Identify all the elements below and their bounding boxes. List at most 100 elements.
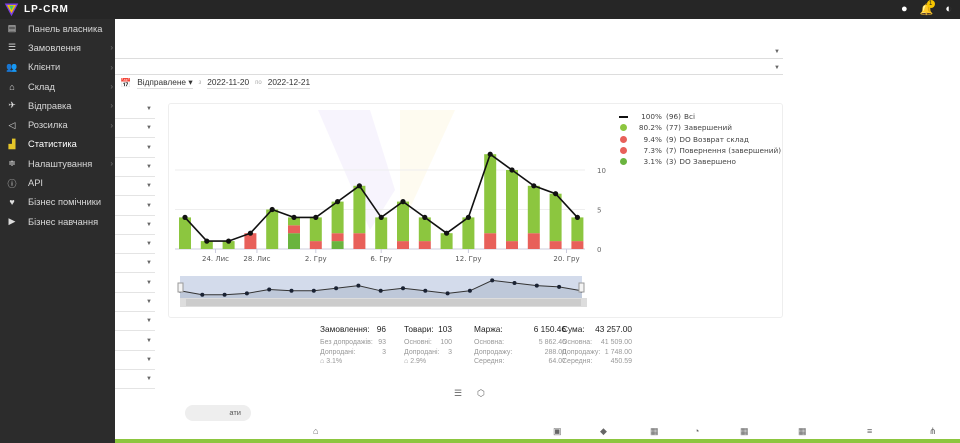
sidebar-item-3[interactable]: ⌂ Склад › [0,77,115,96]
filter-dropdown[interactable]: ▼ [115,120,155,139]
legend-item[interactable]: 80.2% (77) Завершений [617,122,781,133]
legend-item[interactable]: 3.1% (3) DO Завершено [617,156,781,167]
sidebar-item-1[interactable]: ☰ Замовлення › [0,38,115,57]
sliders-icon: ≑ [8,158,16,169]
legend-count: (96) [666,112,681,121]
chevron-down-icon: ▼ [146,163,152,170]
date-to-input[interactable]: 2022-12-21 [267,77,311,89]
total-point [291,214,297,220]
navigator-handle-left[interactable] [177,282,184,293]
filter-dropdown[interactable]: ▼ [115,217,155,235]
filter-dropdown[interactable]: ▼ [115,101,155,119]
stat-value: 96 [376,324,386,334]
user-icon[interactable]: ● [900,3,908,15]
navigator-handle-right[interactable] [578,282,585,293]
legend-count: (7) [666,145,677,155]
filter-dropdown[interactable]: ▼ [115,333,155,351]
bar-segment [331,201,344,234]
calendar-check-icon: ▦ [798,426,807,436]
table-header-row [115,439,960,443]
filter-dropdown[interactable]: ▼ [115,352,155,370]
y-tick-label: 5 [597,207,601,215]
filter-dropdown[interactable]: ▼ [115,198,155,216]
chevron-down-icon: ▼ [146,125,152,132]
x-tick-label: 6. Гру [370,255,392,263]
date-type-select[interactable]: Відправлене ▾ [137,77,193,89]
calendar-icon: ▦ [650,426,659,436]
sidebar-item-2[interactable]: 👥 Клієнти › [0,58,115,77]
navigator-point [490,278,495,283]
filter-dropdown[interactable]: ▼ [115,294,155,312]
filter-dropdown[interactable]: ▼ [115,371,155,390]
filter-select-1[interactable]: ▼ [115,45,783,59]
sidebar-item-4[interactable]: ✈ Відправка › [0,96,115,115]
sidebar-item-7[interactable]: ≑ Налаштування › [0,154,115,173]
chevron-down-icon: ▼ [146,260,152,267]
legend-name: DO Завершено [679,157,736,167]
bell-icon[interactable]: 🔔 1 [919,0,935,16]
logo[interactable]: LP-CRM [4,2,69,17]
from-label: з [198,80,202,86]
sidebar-item-label: Розсилка [28,120,68,131]
sidebar-item-label: Клієнти [28,62,61,73]
navigator-point [244,291,249,296]
filter-dropdown[interactable]: ▼ [115,255,155,274]
total-point [182,214,188,220]
sidebar: ▤ Панель власника ☰ Замовлення › 👥 Клієнти › ⌂ Ск… [0,19,115,443]
legend-name: Повернення (завершений) [679,145,782,155]
filter-dropdown[interactable]: ▼ [115,159,155,177]
stat-label: Основна: [474,339,505,346]
date-from-input[interactable]: 2022-11-20 [207,77,250,89]
sidebar-item-5[interactable]: ◁ Розсилка › [0,115,115,134]
box-icon[interactable]: ⬡ [477,388,485,398]
filter-dropdown[interactable]: ▼ [115,178,155,197]
x-tick-label: 2. Гру [305,255,327,263]
bar-segment [309,241,322,249]
dashboard-icon: ▤ [7,23,17,34]
bar-segment [549,193,562,242]
bar-segment [397,201,409,242]
stat-label: Допродані: [320,348,356,356]
stat-row-value: 3 [448,348,452,356]
chevron-right-icon: › [110,101,113,111]
profile-icon[interactable]: ◐ [945,3,952,15]
y-tick-label: 0 [597,246,601,254]
legend-count: (77) [666,123,681,133]
sidebar-item-0[interactable]: ▤ Панель власника [0,19,115,38]
total-point [422,214,428,220]
stat-label: Середня: [562,358,593,366]
legend-marker [617,115,629,118]
sidebar-item-9[interactable]: ♥ Бізнес помічники [0,193,115,212]
show-button[interactable]: ати [185,405,251,421]
filter-dropdown[interactable]: ▼ [115,236,155,255]
filter-dropdown[interactable]: ▼ [115,313,155,332]
filter-dropdown[interactable]: ▼ [115,140,155,158]
total-point [269,206,275,213]
legend-item[interactable]: 100% (96) Всі [617,111,781,122]
bar-segment [506,170,518,242]
stat-label: Основні: [404,339,432,346]
bar-segment [331,241,344,249]
sidebar-item-8[interactable]: ⓘ API [0,173,115,192]
legend-pct: 3.1% [643,157,662,167]
chart-legend: 100% (96) Всі 80.2% (77) Завершений 9.4% (9) DO … [617,111,781,167]
chevron-right-icon: › [110,43,113,53]
total-point [574,214,581,220]
filter-select-2[interactable]: ▼ [115,61,783,75]
filter-dropdown[interactable]: ▼ [115,275,155,293]
scrollbar-thumb[interactable] [186,299,581,306]
bar-segment [288,217,300,226]
chevron-down-icon: ▼ [146,183,152,190]
legend-count: (3) [666,157,677,167]
legend-item[interactable]: 9.4% (9) DO Возврат склад [617,134,781,145]
legend-item[interactable]: 7.3% (7) Повернення (завершений) [617,145,781,156]
sidebar-item-10[interactable]: ▶ Бізнес навчання [0,212,115,231]
legend-pct: 9.4% [643,134,662,144]
sidebar-item-6[interactable]: ▟ Статистика [0,135,115,154]
chevron-down-icon: ▼ [146,106,152,112]
stat-row-value: 64.07 [548,358,566,366]
bar-segment [484,233,497,249]
list-icon[interactable]: ☰ [454,388,463,398]
stat-percent: 2.9% [410,358,427,366]
